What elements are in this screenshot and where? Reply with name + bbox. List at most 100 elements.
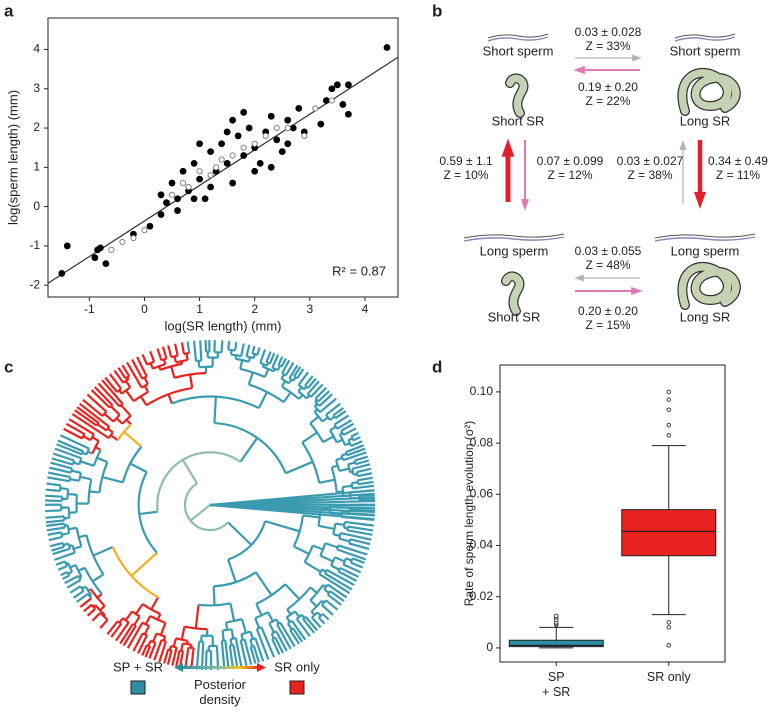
sperm-icon bbox=[654, 236, 756, 242]
branch bbox=[93, 386, 114, 406]
branch bbox=[180, 342, 186, 355]
branch bbox=[101, 379, 124, 405]
sr-label: Long SR bbox=[680, 113, 731, 128]
branch bbox=[337, 544, 368, 556]
branch-arc bbox=[112, 414, 121, 423]
branch bbox=[228, 645, 235, 669]
branch bbox=[45, 519, 65, 524]
branch bbox=[288, 364, 299, 379]
branch bbox=[229, 603, 236, 622]
branch bbox=[46, 526, 66, 532]
branch bbox=[350, 431, 359, 438]
branch bbox=[158, 641, 167, 663]
branch bbox=[229, 349, 233, 355]
branch bbox=[152, 632, 158, 643]
arrow-head bbox=[573, 65, 585, 75]
outlier bbox=[666, 620, 672, 625]
legend-label: SP + SR bbox=[113, 659, 163, 674]
sr-label: Long SR bbox=[680, 309, 731, 324]
branch bbox=[175, 650, 181, 667]
branch bbox=[318, 573, 351, 595]
point bbox=[96, 244, 104, 252]
branch bbox=[69, 563, 77, 569]
point bbox=[383, 44, 391, 51]
branch bbox=[68, 526, 77, 531]
branch bbox=[69, 585, 82, 594]
sr-icon bbox=[678, 263, 740, 309]
branch bbox=[194, 604, 200, 629]
branch bbox=[115, 621, 130, 642]
branch bbox=[275, 630, 288, 652]
branch bbox=[92, 546, 114, 557]
branch bbox=[120, 404, 132, 417]
branch bbox=[82, 398, 104, 417]
point bbox=[245, 124, 253, 132]
open-point bbox=[168, 191, 176, 198]
y-axis-label: Rate of sperm length evolution (σ²) bbox=[462, 421, 476, 607]
branch bbox=[47, 476, 70, 483]
point bbox=[229, 179, 237, 187]
branch bbox=[272, 368, 277, 372]
sperm-icon bbox=[487, 36, 549, 42]
sperm-icon bbox=[674, 33, 736, 39]
branch bbox=[334, 410, 347, 420]
y-tick-label: 0.02 bbox=[470, 589, 494, 603]
legend-swatch bbox=[130, 680, 146, 695]
branch bbox=[297, 386, 303, 393]
point bbox=[157, 191, 165, 199]
branch bbox=[227, 559, 237, 583]
branch bbox=[347, 461, 356, 466]
branch-arc bbox=[61, 542, 65, 548]
branch-arc bbox=[74, 564, 83, 578]
branch bbox=[72, 590, 85, 599]
branch-arc bbox=[240, 638, 245, 642]
branch bbox=[69, 478, 80, 482]
branch bbox=[46, 522, 65, 527]
branch-arc bbox=[118, 403, 124, 408]
transition-z: Z = 33% bbox=[585, 39, 630, 53]
branch bbox=[280, 380, 287, 388]
branch bbox=[144, 615, 152, 625]
branch bbox=[143, 625, 150, 635]
sperm-label: Long sperm bbox=[480, 243, 549, 258]
y-tick-label: 0 bbox=[486, 640, 493, 654]
branch bbox=[60, 570, 69, 577]
point bbox=[229, 116, 237, 124]
branch bbox=[209, 503, 375, 521]
branch-arc bbox=[281, 372, 287, 377]
open-point bbox=[273, 124, 280, 132]
branch bbox=[251, 345, 256, 354]
branch bbox=[199, 340, 203, 361]
transition-rate: 0.03 ± 0.028 bbox=[575, 25, 642, 39]
point bbox=[256, 159, 264, 167]
branch bbox=[356, 467, 372, 474]
branch bbox=[271, 638, 281, 656]
y-tick-label: 0.08 bbox=[470, 435, 494, 449]
y-axis-label: log(sperm length) (mm) bbox=[5, 90, 20, 225]
branch bbox=[49, 466, 72, 474]
point bbox=[190, 159, 198, 167]
branch bbox=[52, 547, 71, 556]
branch bbox=[134, 603, 144, 615]
branch bbox=[290, 620, 307, 641]
branch bbox=[180, 626, 186, 640]
outlier bbox=[666, 389, 672, 395]
sperm-icon bbox=[654, 233, 756, 239]
branch-arc bbox=[332, 523, 337, 535]
branch bbox=[220, 340, 224, 353]
sr-icon bbox=[502, 272, 524, 315]
branch bbox=[71, 469, 82, 474]
branch bbox=[147, 640, 152, 647]
branch bbox=[302, 618, 316, 634]
point bbox=[168, 179, 176, 187]
branch bbox=[48, 536, 63, 542]
y-tick-label: 0.04 bbox=[470, 538, 494, 552]
branch bbox=[284, 583, 301, 600]
branch bbox=[348, 542, 370, 550]
branch bbox=[57, 439, 84, 453]
point bbox=[289, 124, 297, 132]
branch bbox=[260, 626, 276, 658]
branch bbox=[139, 395, 148, 406]
panel-label: c bbox=[4, 357, 13, 376]
branch-arc bbox=[301, 441, 321, 484]
